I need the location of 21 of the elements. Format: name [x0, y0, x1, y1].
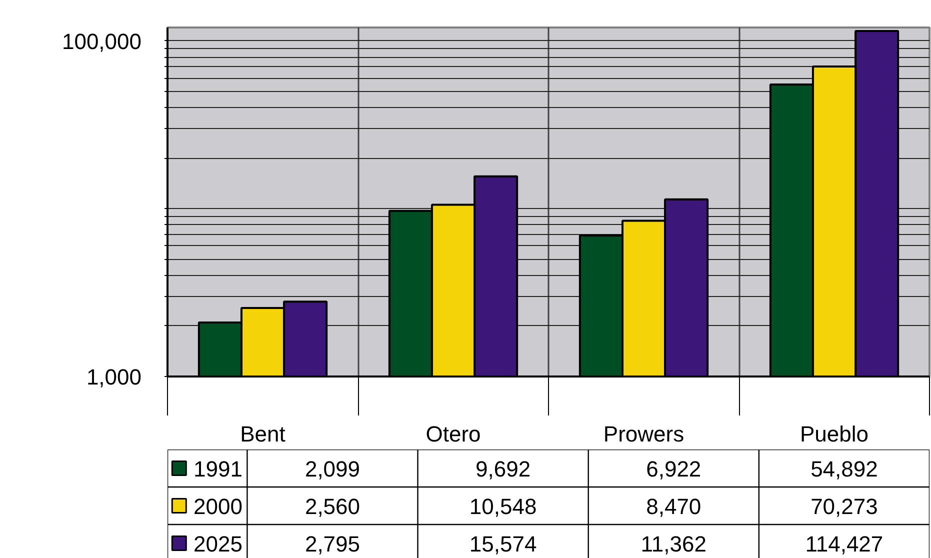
legend-label: 2025 — [194, 531, 242, 556]
data-label: 54,892 — [810, 456, 878, 482]
x-tick-label: Pueblo — [800, 422, 869, 446]
x-tick-label: Prowers — [603, 422, 684, 446]
data-label: 2,795 — [304, 531, 360, 556]
data-label: 70,273 — [810, 494, 878, 519]
data-label: 9,692 — [476, 456, 531, 482]
legend-label: 1991 — [194, 456, 242, 482]
legend-label: 2000 — [194, 494, 242, 519]
data-label: 11,362 — [640, 531, 706, 556]
data-label: 10,548 — [469, 494, 537, 519]
data-label: 8,470 — [646, 494, 702, 519]
data-label: 114,427 — [805, 531, 884, 556]
x-tick-label: Bent — [240, 422, 286, 446]
data-label: 2,560 — [304, 494, 360, 519]
data-label: 6,922 — [646, 456, 702, 482]
x-tick-label: Otero — [426, 422, 481, 446]
data-label: 2,099 — [304, 456, 360, 482]
y-tick-label: 1,000 — [86, 364, 142, 390]
data-label: 15,574 — [469, 531, 537, 556]
y-tick-label: 100,000 — [62, 28, 142, 54]
